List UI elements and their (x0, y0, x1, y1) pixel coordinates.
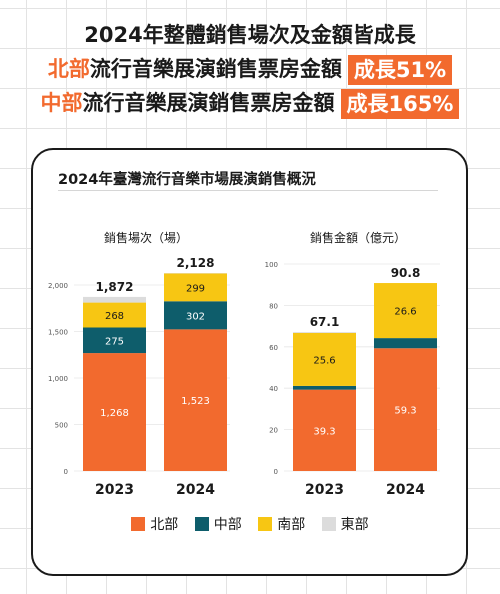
chart-0-label-2023-south: 268 (105, 311, 124, 322)
chart-0-ytick-1: 500 (55, 422, 68, 430)
legend-item-east: 東部 (321, 514, 369, 534)
headline-3: 中部流行音樂展演銷售票房金額 成長165% (0, 86, 500, 120)
chart-0-bar-2024-central (164, 301, 227, 330)
legend-label-north: 北部 (150, 517, 179, 533)
chart-0-category-2023: 2023 (95, 482, 134, 498)
chart-1-ytick-0: 0 (274, 468, 278, 476)
headline-3-region: 中部 (40, 91, 83, 115)
chart-1-total-2023: 67.1 (310, 315, 340, 329)
chart-1-bar-2024-central (374, 338, 437, 349)
headline-block: 2024年整體銷售場次及金額皆成長 北部流行音樂展演銷售票房金額 成長51% 中部… (0, 18, 500, 120)
chart-1-bar-2023-central (293, 385, 356, 390)
chart-1-ytick-5: 100 (265, 261, 278, 269)
legend-item-central: 中部 (194, 514, 242, 534)
chart-1-category-2023: 2023 (305, 482, 344, 498)
legend-swatch-central (194, 517, 209, 531)
chart-1-bar-2023-east (293, 332, 356, 333)
chart-1-ytick-3: 60 (269, 344, 278, 352)
chart-0-bar-2024-north (164, 329, 227, 471)
headline-2: 北部流行音樂展演銷售票房金額 成長51% (0, 52, 500, 86)
chart-0-bar-2023-east (83, 296, 146, 303)
legend-swatch-east (321, 517, 336, 531)
chart-1-bar-2023-south (293, 332, 356, 386)
legend-item-north: 北部 (131, 514, 178, 534)
chart-0-ytick-0: 0 (64, 468, 68, 476)
chart-0-label-2023-north: 1,268 (100, 408, 129, 419)
chart-0-label-2024-south: 299 (186, 283, 205, 294)
chart-0-ytick-3: 1,500 (48, 329, 68, 337)
chart-0-total-2023: 1,872 (96, 280, 134, 294)
headline-1: 2024年整體銷售場次及金額皆成長 (84, 23, 416, 47)
chart-0-total-2024: 2,128 (177, 256, 215, 270)
chart-0-bar-2023-central (83, 327, 146, 354)
legend-label-east: 東部 (340, 517, 369, 533)
chart-1-label-2023-south: 25.6 (313, 355, 335, 366)
legend-swatch-north (131, 517, 146, 531)
legend-label-south: 南部 (277, 517, 306, 533)
chart-1-ytick-1: 20 (269, 427, 278, 435)
legend-item-south: 南部 (258, 514, 305, 534)
chart-1-label-2024-south: 26.6 (394, 307, 416, 318)
chart-1-label-2024-north: 59.3 (394, 406, 416, 417)
chart-0-label-2024-north: 1,523 (181, 396, 210, 407)
chart-0-title: 銷售場次（場） (104, 230, 188, 245)
headline-2-region: 北部 (47, 57, 90, 81)
chart-1-bar-2023-north (293, 389, 356, 471)
chart-1-ytick-2: 40 (269, 385, 278, 393)
card-title: 2024年臺灣流行音樂市場展演銷售概況 (58, 172, 316, 188)
chart-0-category-2024: 2024 (176, 482, 215, 498)
chart-0-ytick-2: 1,000 (48, 375, 68, 383)
chart-0-bar-2023-north (83, 353, 146, 471)
legend-label-central: 中部 (213, 517, 242, 533)
chart-0-bar-2023-south (83, 302, 146, 328)
growth-badge-central: 成長165% (340, 89, 460, 119)
chart-1-label-2023-north: 39.3 (313, 426, 335, 437)
chart-1-category-2024: 2024 (386, 482, 425, 498)
chart-1-ytick-4: 80 (269, 302, 278, 310)
legend: 北部 中部 南部 東部 (0, 514, 500, 534)
chart-0-label-2023-central: 275 (105, 336, 124, 347)
growth-badge-north: 成長51% (347, 55, 453, 85)
legend-swatch-south (258, 517, 273, 531)
chart-0-ytick-4: 2,000 (48, 282, 68, 290)
chart-1-total-2024: 90.8 (391, 266, 421, 280)
headline-2-text: 流行音樂展演銷售票房金額 (89, 57, 342, 81)
chart-0-bar-2024-south (164, 273, 227, 302)
card-title-divider (58, 190, 438, 191)
headline-3-text: 流行音樂展演銷售票房金額 (82, 91, 335, 115)
chart-0-label-2024-central: 302 (186, 311, 205, 322)
chart-1-bar-2024-south (374, 283, 437, 339)
chart-1-title: 銷售金額（億元） (310, 230, 406, 245)
chart-1-bar-2024-north (374, 348, 437, 471)
